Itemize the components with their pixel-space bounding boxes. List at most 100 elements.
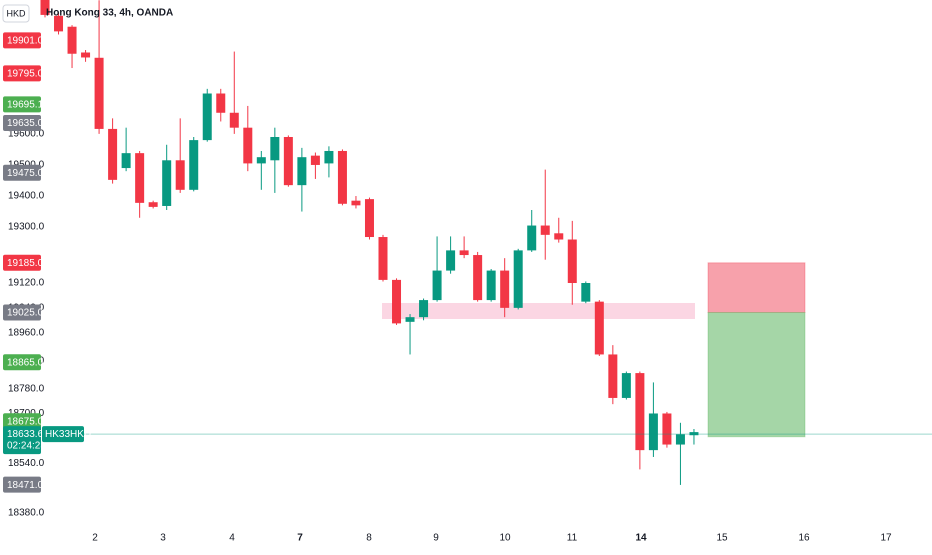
candle-body (324, 150, 334, 164)
candle-body (675, 434, 685, 445)
price-label-box (3, 304, 41, 321)
chart-title: Hong Kong 33, 4h, OANDA (46, 8, 173, 19)
candle-body (432, 270, 442, 301)
price-label-box (3, 115, 41, 132)
symbol-box (42, 426, 84, 443)
x-tick-label: 16 (798, 533, 810, 544)
candle-body (486, 270, 496, 301)
x-tick-label: 8 (366, 533, 372, 544)
last-price-box (3, 426, 41, 455)
candle-body (310, 155, 320, 165)
x-tick-label: 14 (635, 533, 647, 544)
candle-body (283, 136, 293, 186)
candle-body (378, 237, 388, 280)
candle-body (540, 225, 550, 235)
candle-body (594, 301, 604, 355)
symbol-label: HK33HKD (45, 429, 91, 440)
candle-body (351, 200, 361, 206)
x-tick-label: 2 (92, 533, 98, 544)
candle-body (256, 157, 266, 164)
x-tick-label: 3 (160, 533, 166, 544)
candle-body (621, 373, 631, 398)
candle-body (473, 255, 483, 301)
candle-body (567, 239, 577, 284)
candle-body (689, 432, 699, 436)
y-tick-label: 18960.0 (8, 327, 45, 338)
y-tick-label: 19600.0 (8, 129, 45, 140)
candle-body (648, 413, 658, 451)
candle-body (67, 26, 77, 54)
candle-body (243, 127, 253, 164)
candle-body (513, 250, 523, 308)
candle-body (405, 317, 415, 322)
price-label: 19695.1 (7, 99, 44, 110)
candle-body (527, 225, 537, 251)
y-tick-label: 18780.0 (8, 383, 45, 394)
candle-body (54, 15, 64, 32)
price-label: 18865.0 (7, 357, 44, 368)
price-label-box (3, 164, 41, 181)
price-label: 18471.0 (7, 480, 44, 491)
x-tick-label: 17 (880, 533, 892, 544)
candle-body (270, 136, 280, 161)
currency: HKD (6, 8, 26, 18)
y-tick-label: 18380.0 (8, 508, 45, 519)
candle-body (554, 233, 564, 240)
candle-body (175, 160, 185, 190)
candle-body (459, 250, 469, 256)
price-label: 19185.0 (7, 258, 44, 269)
price-label-box (3, 254, 41, 271)
target-zone (707, 312, 806, 438)
candle-body (121, 153, 131, 169)
candle-body (135, 153, 145, 203)
candle-body (635, 373, 645, 451)
candle-body (40, 0, 50, 15)
candle-body (500, 270, 510, 308)
supply-zone (382, 303, 695, 319)
x-tick-label: 9 (433, 533, 439, 544)
candle-body (419, 300, 429, 318)
last-price-label: 18633.6 (7, 429, 44, 440)
candle-body (216, 93, 226, 113)
price-label-box (3, 413, 41, 430)
price-label-box (3, 476, 41, 493)
candle-body (202, 93, 212, 141)
candle-body (162, 160, 172, 206)
price-label: 19475.0 (7, 168, 44, 179)
candle-body (94, 57, 104, 129)
candle-body (364, 199, 374, 238)
candle-body (189, 140, 199, 190)
price-label-box (3, 32, 41, 49)
price-label-box (3, 96, 41, 113)
candle-body (581, 283, 591, 302)
x-tick-label: 11 (567, 533, 578, 544)
candle-body (337, 150, 347, 204)
x-tick-label: 7 (297, 533, 303, 544)
y-tick-label: 19300.0 (8, 222, 45, 233)
x-tick-label: 15 (716, 533, 728, 544)
currency-box[interactable] (2, 4, 30, 23)
x-tick-label: 10 (499, 533, 511, 544)
y-tick-label: 19120.0 (8, 278, 45, 289)
candle-body (229, 112, 239, 128)
candle-body (81, 52, 91, 58)
y-tick-label: 19400.0 (8, 191, 45, 202)
price-label: 19025.0 (7, 308, 44, 319)
candle-body (297, 157, 307, 186)
x-tick-label: 4 (229, 533, 235, 544)
candle-body (662, 413, 672, 445)
candle-body (446, 250, 456, 271)
price-label-box (3, 65, 41, 82)
stop-zone (707, 262, 806, 314)
price-label: 19795.0 (7, 68, 44, 79)
price-label: 19901.0 (7, 36, 44, 47)
y-tick-label: 18540.0 (8, 458, 45, 469)
price-label: 18675.0 (7, 416, 44, 427)
candle-body (148, 202, 158, 207)
candle-body (392, 279, 402, 324)
candle-body (108, 128, 118, 180)
countdown: 02:24:23 (7, 441, 46, 452)
price-label-box (3, 354, 41, 371)
price-label: 19635.0 (7, 118, 44, 129)
